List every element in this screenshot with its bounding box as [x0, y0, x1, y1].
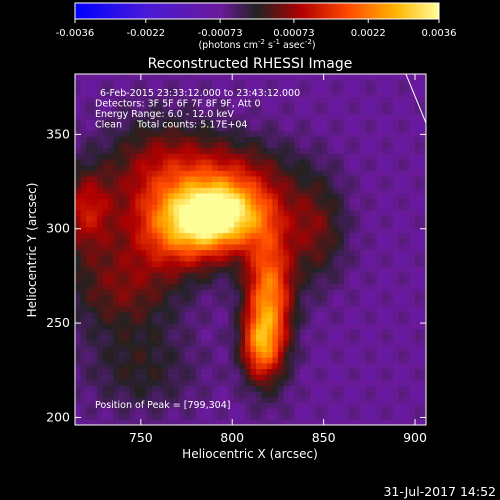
colorbar-tick-label: -0.0022: [126, 28, 165, 39]
x-tick-label: 750: [129, 430, 153, 445]
colorbar-units: (photons cm-2 s-1 asec-2): [198, 38, 315, 51]
x-axis: 750 800 850 900: [129, 74, 427, 445]
annotation-line: Detectors: 3F 5F 6F 7F 8F 9F, Att 0: [95, 99, 261, 110]
peak-position-label: Position of Peak = [799,304]: [95, 400, 230, 411]
chart-title: Reconstructed RHESSI Image: [148, 56, 353, 72]
y-tick-label: 300: [46, 221, 70, 236]
y-tick-label: 350: [46, 126, 70, 141]
colorbar-tick-label: 0.00073: [273, 28, 314, 39]
x-tick-label: 850: [312, 430, 336, 445]
x-tick-label: 900: [403, 430, 427, 445]
annotation-line: Energy Range: 6.0 - 12.0 keV: [95, 109, 234, 120]
solar-limb-line: [405, 74, 426, 124]
footer-timestamp: 31-Jul-2017 14:52: [383, 484, 496, 499]
colorbar-tick-label: 0.0022: [351, 28, 386, 39]
colorbar-tick-label: -0.0036: [56, 28, 95, 39]
y-axis-label: Heliocentric Y (arcsec): [25, 183, 39, 318]
colorbar-ticks: -0.0036 -0.0022 -0.00073 0.00073 0.0022 0.003…: [56, 19, 457, 39]
heatmap: [75, 74, 426, 425]
colorbar: [74, 2, 440, 20]
annotation-line: 6-Feb-2015 23:33:12.000 to 23:43:12.000: [100, 88, 300, 99]
annotation-line: Clean Total counts: 5.17E+04: [95, 120, 247, 131]
x-axis-label: Heliocentric X (arcsec): [182, 447, 318, 461]
colorbar-tick-label: -0.00073: [198, 28, 243, 39]
plot-frame: [74, 73, 427, 426]
x-tick-label: 800: [220, 430, 244, 445]
colorbar-tick-label: 0.0036: [422, 28, 457, 39]
y-tick-label: 200: [46, 409, 70, 424]
y-axis: 200 250 300 350: [46, 126, 426, 424]
annotation-block: 6-Feb-2015 23:33:12.000 to 23:43:12.000D…: [95, 88, 300, 131]
y-tick-label: 250: [46, 315, 70, 330]
